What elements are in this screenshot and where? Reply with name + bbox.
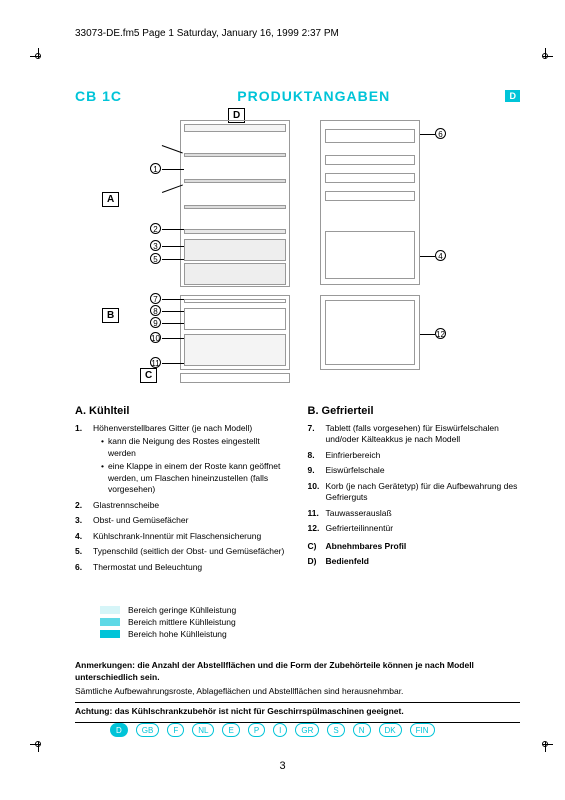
list-item: C)Abnehmbares Profil xyxy=(326,541,521,552)
list-item: D)Bedienfeld xyxy=(326,556,521,567)
note-remarks: Anmerkungen: die Anzahl der Abstellfläch… xyxy=(75,660,520,684)
lang-pill-n: N xyxy=(353,723,371,737)
language-bar: D GB F NL EPI GR SN DK FIN xyxy=(110,723,435,737)
legend-row: Bereich geringe Kühlleistung xyxy=(100,605,236,615)
label-c: C xyxy=(140,368,157,383)
lang-pill-e: E xyxy=(222,723,239,737)
callout-2: 2 xyxy=(150,223,161,234)
callout-1: 1 xyxy=(150,163,161,174)
callout-5: 5 xyxy=(150,253,161,264)
lang-pill-dk: DK xyxy=(379,723,402,737)
callout-12: 12 xyxy=(435,328,446,339)
page-number: 3 xyxy=(0,760,565,772)
list-item: 5.Typenschild (seitlich der Obst- und Ge… xyxy=(93,546,288,557)
lang-pill-gb: GB xyxy=(136,723,160,737)
list-item: 7.Tablett (falls vorgesehen) für Eiswürf… xyxy=(326,423,521,446)
legend-row: Bereich hohe Kühlleistung xyxy=(100,629,236,639)
list-item: 12.Gefrierteilinnentür xyxy=(326,523,521,534)
callout-9: 9 xyxy=(150,317,161,328)
title-row: CB 1C PRODUKTANGABEN D xyxy=(75,88,520,104)
callout-10: 10 xyxy=(150,332,161,343)
callout-11: 11 xyxy=(150,357,161,368)
crop-mark-tr xyxy=(535,48,553,66)
lang-pill-fin: FIN xyxy=(410,723,435,737)
callout-6: 6 xyxy=(435,128,446,139)
callout-7: 7 xyxy=(150,293,161,304)
lang-badge: D xyxy=(505,90,520,102)
list-item: 8.Einfrierbereich xyxy=(326,450,521,461)
list-item: 3.Obst- und Gemüsefächer xyxy=(93,515,288,526)
list-item: 10.Korb (je nach Gerätetyp) für die Aufb… xyxy=(326,481,521,504)
section-a: A. Kühlteil 1.Höhenverstellbares Gitter … xyxy=(75,405,288,577)
callout-8: 8 xyxy=(150,305,161,316)
freezer-door xyxy=(320,295,420,370)
product-title: PRODUKTANGABEN xyxy=(237,88,390,104)
page-header: 33073-DE.fm5 Page 1 Saturday, January 16… xyxy=(75,28,339,39)
cooling-legend: Bereich geringe Kühlleistung Bereich mitt… xyxy=(100,605,236,641)
lang-pill-i: I xyxy=(273,723,287,737)
sub-item: eine Klappe in einem der Roste kann geöf… xyxy=(101,461,288,495)
freezer-compartment xyxy=(180,295,290,370)
list-item: 2.Glastrennscheibe xyxy=(93,500,288,511)
model-code: CB 1C xyxy=(75,88,122,104)
crop-mark-br xyxy=(535,734,553,752)
label-b: B xyxy=(102,308,119,323)
list-item: 1.Höhenverstellbares Gitter (je nach Mod… xyxy=(93,423,288,496)
lang-pill-p: P xyxy=(248,723,265,737)
note-line3: Achtung: das Kühlschrankzubehör ist nich… xyxy=(75,706,404,716)
lang-pill-nl: NL xyxy=(192,723,214,737)
section-b-heading: B. Gefrierteil xyxy=(308,405,521,417)
fridge-door xyxy=(320,120,420,285)
legend-row: Bereich mittlere Kühlleistung xyxy=(100,617,236,627)
list-item: 11.Tauwasserauslaß xyxy=(326,508,521,519)
list-item: 6.Thermostat und Beleuchtung xyxy=(93,562,288,573)
section-b: B. Gefrierteil 7.Tablett (falls vorgeseh… xyxy=(308,405,521,577)
notes-block: Anmerkungen: die Anzahl der Abstellfläch… xyxy=(75,660,520,727)
section-a-heading: A. Kühlteil xyxy=(75,405,288,417)
note-warning: Achtung: das Kühlschrankzubehör ist nich… xyxy=(75,706,520,718)
lang-pill-s: S xyxy=(327,723,344,737)
fridge-compartment xyxy=(180,120,290,287)
lang-pill-d: D xyxy=(110,723,128,737)
note-line2: Sämtliche Aufbewahrungsroste, Ablagefläc… xyxy=(75,686,520,698)
content-columns: A. Kühlteil 1.Höhenverstellbares Gitter … xyxy=(75,405,520,577)
note-line1: Anmerkungen: die Anzahl der Abstellfläch… xyxy=(75,660,474,682)
crop-mark-tl xyxy=(30,48,48,66)
callout-4: 4 xyxy=(435,250,446,261)
list-item: 4.Kühlschrank-Innentür mit Flaschensiche… xyxy=(93,531,288,542)
sub-item: kann die Neigung des Rostes eingestellt … xyxy=(101,436,288,459)
lang-pill-gr: GR xyxy=(295,723,319,737)
appliance-diagram: D A B C 1 2 3 xyxy=(100,110,500,400)
crop-mark-bl xyxy=(30,734,48,752)
callout-3: 3 xyxy=(150,240,161,251)
fridge-body xyxy=(180,120,290,380)
list-item: 9.Eiswürfelschale xyxy=(326,465,521,476)
lang-pill-f: F xyxy=(167,723,184,737)
label-a: A xyxy=(102,192,119,207)
plinth xyxy=(180,373,290,383)
